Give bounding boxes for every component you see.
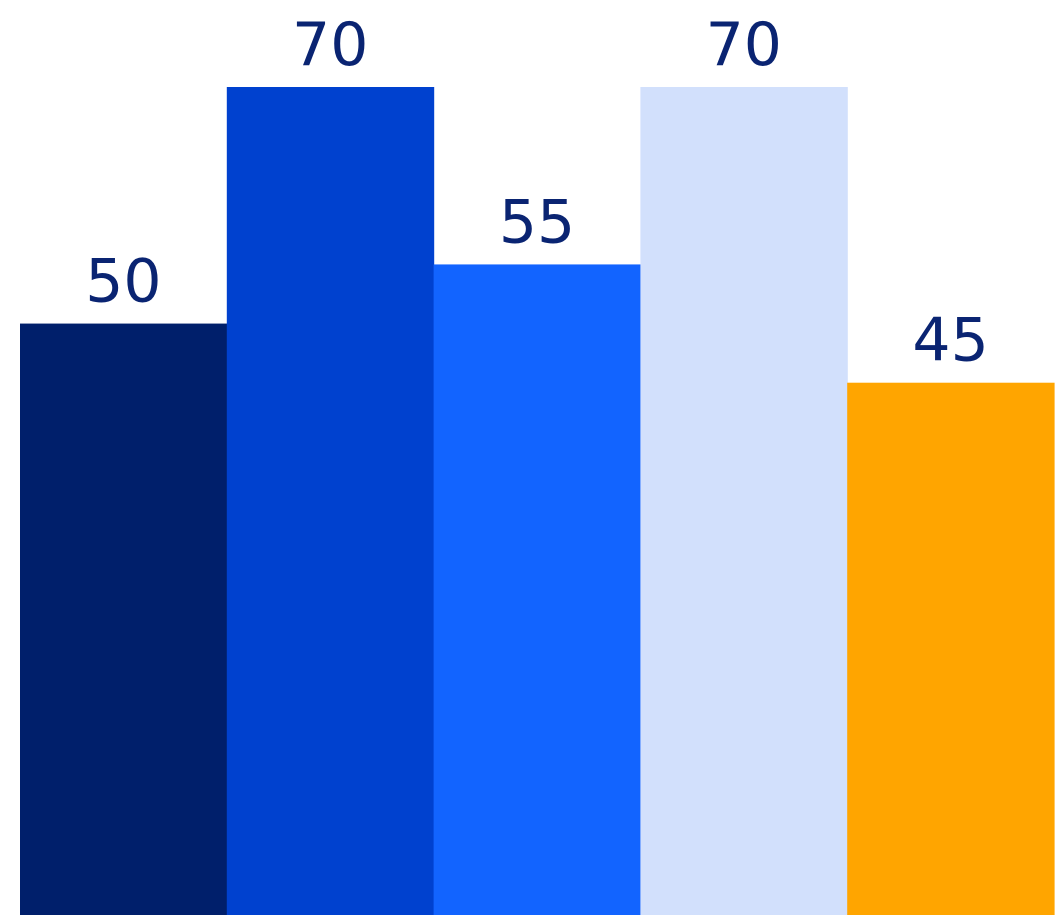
bars xyxy=(20,87,1055,915)
bar-2 xyxy=(226,87,435,915)
data-labels: 50 70 55 70 45 xyxy=(85,10,989,376)
bar-4 xyxy=(640,87,848,915)
data-label-4: 70 xyxy=(706,10,782,80)
bar-3 xyxy=(433,264,641,915)
data-label-5: 45 xyxy=(912,306,988,376)
data-label-1: 50 xyxy=(85,247,161,317)
data-label-3: 55 xyxy=(499,187,575,257)
bar-1 xyxy=(20,323,228,915)
data-label-2: 70 xyxy=(292,10,368,80)
bar-5 xyxy=(847,382,1055,915)
